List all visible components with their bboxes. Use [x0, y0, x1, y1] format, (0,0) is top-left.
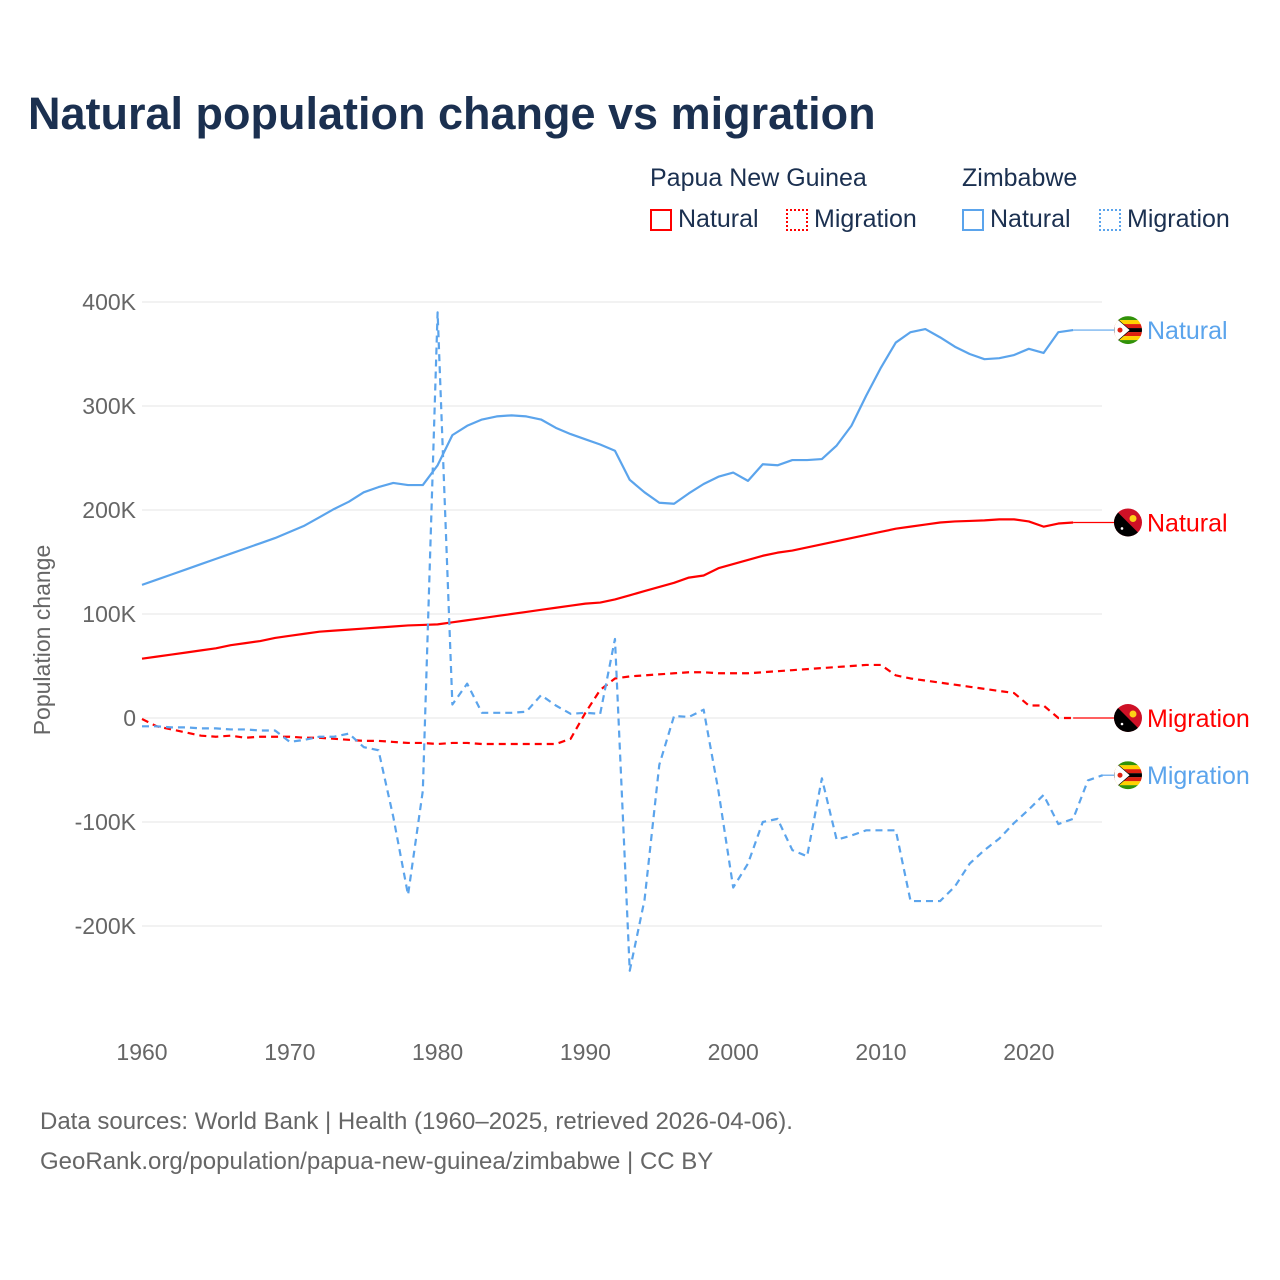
dotted-swatch-icon	[1099, 208, 1121, 231]
y-axis-label: Population change	[29, 545, 55, 736]
y-tick-label: 200K	[82, 497, 136, 523]
series-end-label: Natural	[1147, 317, 1228, 345]
x-tick-label: 1970	[264, 1039, 315, 1065]
x-tick-label: 2000	[708, 1039, 759, 1065]
x-tick-label: 1980	[412, 1039, 463, 1065]
legend-label: Migration	[814, 205, 917, 233]
png-flag-icon	[1114, 704, 1142, 732]
footer-link[interactable]: GeoRank.org/population/papua-new-guinea/…	[40, 1148, 714, 1175]
series-end-label: Migration	[1147, 762, 1250, 790]
x-tick-label: 1960	[116, 1039, 167, 1065]
y-tick-label: -200K	[75, 913, 137, 939]
x-tick-label: 2020	[1003, 1039, 1054, 1065]
chart-title: Natural population change vs migration	[28, 88, 876, 139]
legend-group-zimbabwe: Zimbabwe	[962, 164, 1078, 192]
png-flag-icon	[1114, 508, 1142, 537]
series-line-3	[142, 311, 1104, 972]
y-tick-label: -100K	[75, 809, 137, 835]
y-tick-label: 100K	[82, 601, 136, 627]
zimbabwe-flag-icon	[1114, 761, 1142, 790]
solid-swatch-icon	[962, 208, 984, 231]
legend-png-migration[interactable]: Migration	[786, 205, 917, 234]
legend-label: Natural	[678, 205, 759, 233]
legend-group-png: Papua New Guinea	[650, 164, 867, 192]
series-line-1	[141, 518, 1074, 660]
solid-swatch-icon	[650, 208, 672, 231]
y-tick-label: 0	[123, 705, 136, 731]
legend-zimbabwe-migration[interactable]: Migration	[1099, 205, 1230, 234]
footer-sources: Data sources: World Bank | Health (1960–…	[40, 1108, 793, 1135]
dotted-swatch-icon	[786, 208, 808, 231]
x-tick-label: 1990	[560, 1039, 611, 1065]
series-line-0	[141, 327, 1074, 586]
y-tick-label: 400K	[82, 289, 136, 315]
series-end-label: Natural	[1147, 509, 1228, 537]
legend-label: Migration	[1127, 205, 1230, 233]
y-tick-label: 300K	[82, 393, 136, 419]
x-tick-label: 2010	[855, 1039, 906, 1065]
series-line-2	[141, 663, 1074, 746]
zimbabwe-flag-icon	[1114, 316, 1142, 345]
series-end-label: Migration	[1147, 705, 1250, 733]
legend-label: Natural	[990, 205, 1071, 233]
legend-zimbabwe-natural[interactable]: Natural	[962, 205, 1071, 234]
legend-png-natural[interactable]: Natural	[650, 205, 759, 234]
